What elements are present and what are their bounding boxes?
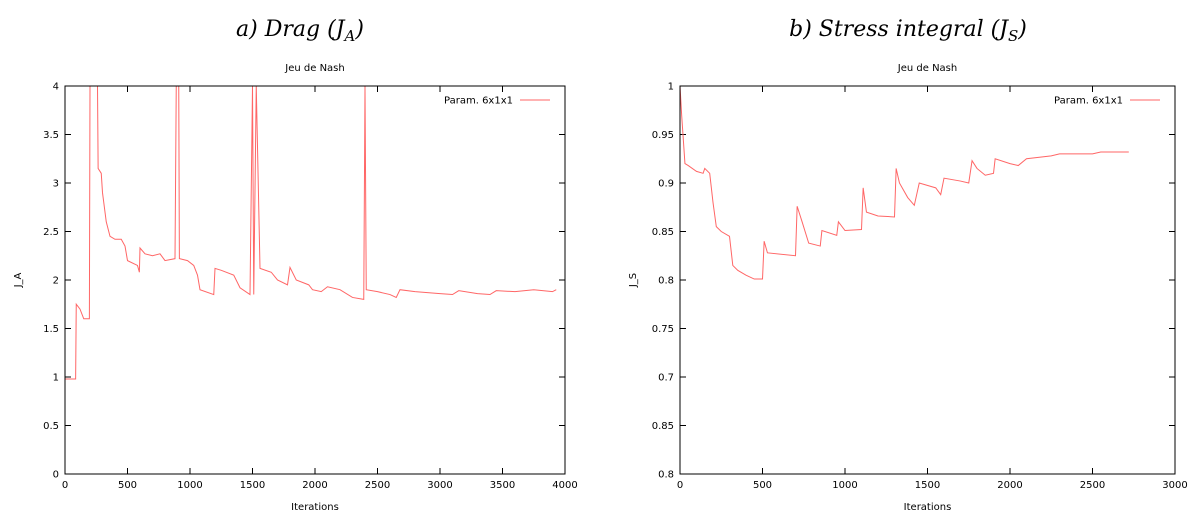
plot-frame: [679, 85, 1176, 475]
plot-frame: [64, 85, 566, 475]
y-tick-label: 2.5: [43, 227, 59, 238]
x-tick-label: 0: [677, 480, 683, 491]
caption-close: ): [354, 17, 364, 42]
y-tick-label: 2: [53, 276, 59, 287]
x-axis-label: Iterations: [291, 502, 339, 513]
caption: b) Stress integral (JS): [789, 17, 1027, 45]
series-line: [680, 86, 1129, 280]
x-tick-label: 2000: [997, 480, 1022, 491]
y-tick-label: 0.85: [652, 421, 674, 432]
y-tick-label: 0.8: [658, 276, 674, 287]
chart-title: Jeu de Nash: [897, 63, 957, 74]
y-axis-label: J_A: [13, 272, 24, 288]
caption-text: a) Drag (J: [236, 17, 346, 42]
y-tick-label: 0.5: [43, 421, 59, 432]
x-tick-label: 1500: [915, 480, 940, 491]
y-tick-label: 1: [668, 82, 674, 93]
x-axis-label: Iterations: [904, 502, 952, 513]
y-axis-label: J_S: [628, 273, 639, 288]
caption: a) Drag (JA): [236, 17, 364, 45]
x-tick-label: 0: [62, 480, 68, 491]
x-tick-label: 2500: [1080, 480, 1105, 491]
chart: b) Stress integral (JS) Jeu de Nash Iterat…: [628, 17, 1188, 513]
y-tick-label: 0.8: [658, 470, 674, 481]
y-tick-label: 3.5: [43, 130, 59, 141]
y-tick-label: 4: [53, 82, 59, 93]
x-tick-label: 3000: [427, 480, 452, 491]
x-tick-label: 4000: [552, 480, 577, 491]
caption-subscript: A: [343, 27, 356, 45]
caption-text: b) Stress integral (J: [789, 17, 1009, 42]
x-tick-label: 2000: [302, 480, 327, 491]
legend-label: Param. 6x1x1: [1054, 96, 1123, 107]
series-line: [65, 86, 557, 380]
y-tick-label: 0: [53, 470, 59, 481]
x-tick-label: 2500: [365, 480, 390, 491]
y-tick-label: 0.7: [658, 373, 674, 384]
x-tick-label: 3000: [1162, 480, 1187, 491]
y-tick-label: 0.9: [658, 179, 674, 190]
legend-label: Param. 6x1x1: [444, 96, 513, 107]
chart-title: Jeu de Nash: [284, 63, 344, 74]
y-tick-label: 0.95: [652, 130, 674, 141]
y-tick-label: 1.5: [43, 324, 59, 335]
x-tick-label: 500: [118, 480, 137, 491]
caption-close: ): [1017, 17, 1027, 42]
x-tick-label: 1500: [240, 480, 265, 491]
y-tick-label: 1: [53, 373, 59, 384]
x-tick-label: 3500: [490, 480, 515, 491]
chart: a) Drag (JA) Jeu de Nash Iterations J_A 0 0.5…: [13, 17, 578, 513]
caption-subscript: S: [1008, 27, 1018, 45]
x-tick-label: 1000: [177, 480, 202, 491]
x-tick-label: 1000: [832, 480, 857, 491]
y-tick-label: 0.85: [652, 227, 674, 238]
x-tick-label: 500: [753, 480, 772, 491]
y-tick-label: 0.75: [652, 324, 674, 335]
y-tick-label: 3: [53, 179, 59, 190]
